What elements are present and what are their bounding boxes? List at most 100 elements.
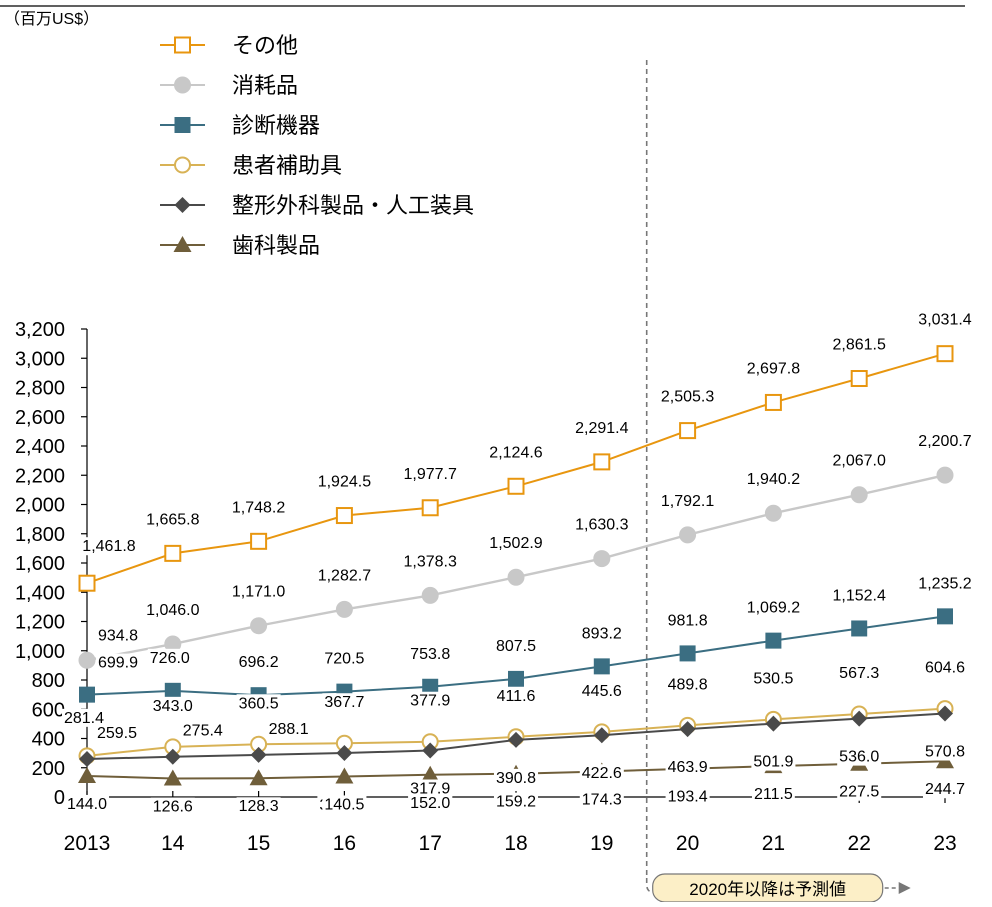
legend-label: 整形外科製品・人工装具	[232, 193, 474, 218]
data-point	[79, 686, 95, 703]
data-label-bg	[315, 472, 374, 491]
data-label-bg	[751, 669, 796, 688]
legend-item-0: その他	[160, 33, 298, 58]
data-point	[507, 568, 525, 586]
y-tick-label: 1,000	[15, 641, 65, 663]
data-label: 934.8	[98, 627, 138, 644]
x-tick-label: 2013	[64, 832, 111, 855]
data-label: 377.9	[410, 693, 450, 710]
data-point	[78, 574, 96, 592]
data-label: 259.5	[97, 725, 137, 742]
data-label-bg	[150, 696, 195, 715]
data-label-bg	[579, 790, 624, 809]
data-label: 501.9	[753, 754, 793, 771]
x-tick-label: 16	[333, 832, 356, 855]
data-label-bg	[322, 649, 367, 668]
data-label-bg	[408, 644, 453, 663]
data-label-bg	[665, 758, 710, 777]
data-label-bg	[487, 443, 545, 462]
data-label: 422.6	[582, 765, 622, 782]
data-label: 981.8	[668, 612, 708, 629]
data-label-bg	[744, 470, 803, 489]
data-point	[850, 486, 868, 504]
data-label: 126.6	[153, 798, 193, 815]
data-label-bg	[837, 664, 882, 683]
data-label-bg	[236, 694, 281, 713]
x-tick-label: 17	[419, 832, 442, 855]
data-label-bg	[493, 636, 539, 655]
data-label: 1,630.3	[575, 517, 628, 534]
data-label-bg	[922, 780, 968, 799]
data-label-bg	[573, 418, 631, 437]
legend-marker-icon	[174, 76, 191, 94]
forecast-callout-text: 2020年以降は予測値	[689, 880, 846, 899]
data-label: 1,152.4	[833, 587, 886, 604]
data-label-bg	[658, 491, 717, 510]
data-label: 128.3	[239, 798, 279, 815]
data-label-bg	[579, 681, 624, 700]
data-label-bg	[837, 782, 882, 801]
data-label: 463.9	[668, 759, 708, 776]
data-label: 288.1	[269, 721, 309, 738]
data-point	[593, 658, 610, 675]
y-tick-label: 1,200	[15, 612, 65, 634]
data-label: 1,792.1	[661, 493, 714, 510]
data-point	[593, 727, 610, 744]
y-tick-label: 2,000	[15, 495, 65, 517]
data-label-bg	[922, 658, 968, 677]
data-point	[508, 670, 524, 687]
data-label: 696.2	[239, 654, 279, 671]
forecast-region: 2020年以降は予測値	[645, 60, 911, 903]
data-label: 281.4	[64, 710, 104, 727]
data-label: 1,940.2	[747, 471, 800, 488]
legend-label: その他	[232, 33, 298, 58]
data-label: 2,697.8	[747, 360, 800, 377]
data-label-bg	[144, 601, 202, 620]
series-0	[78, 345, 954, 592]
y-tick-label: 1,400	[15, 582, 65, 604]
data-label: 1,748.2	[232, 499, 285, 516]
data-point	[851, 710, 868, 727]
data-point	[765, 632, 782, 649]
data-point	[508, 731, 524, 748]
data-point	[764, 504, 782, 522]
data-label: 244.7	[925, 781, 965, 798]
y-tick-label: 200	[32, 758, 65, 780]
data-point	[163, 769, 182, 786]
data-label: 159.2	[496, 794, 536, 811]
data-label-bg	[837, 747, 882, 766]
series-1	[78, 466, 954, 669]
x-tick-label: 21	[762, 832, 785, 855]
data-label-bg	[579, 764, 624, 783]
forecast-divider-corner	[645, 878, 653, 893]
data-label: 1,461.8	[82, 538, 135, 555]
data-label-bg	[665, 787, 710, 806]
y-tick-label: 0	[54, 787, 65, 809]
data-label: 445.6	[582, 683, 622, 700]
data-point	[593, 550, 611, 568]
data-label-bg	[150, 797, 195, 816]
data-label-bg	[401, 464, 459, 483]
y-tick-label: 2,800	[15, 378, 65, 400]
data-label-bg	[322, 693, 367, 712]
legend-marker-icon	[174, 36, 191, 54]
y-tick-label: 800	[32, 670, 65, 692]
data-label: 227.5	[839, 784, 879, 801]
data-label-bg	[144, 510, 202, 529]
x-tick-label: 19	[590, 832, 613, 855]
data-label: 2,200.7	[918, 433, 971, 450]
series-layer	[78, 345, 954, 786]
data-label: 604.6	[925, 660, 965, 677]
legend-marker-icon	[174, 156, 191, 174]
legend-marker-icon	[173, 236, 192, 252]
data-label: 1,046.0	[146, 602, 199, 619]
data-label-bg	[236, 797, 281, 816]
data-label: 411.6	[497, 688, 536, 705]
y-tick-label: 3,200	[15, 319, 65, 341]
legend-label: 患者補助具	[232, 153, 342, 178]
data-label-bg	[236, 653, 281, 672]
x-tick-label: 22	[848, 832, 871, 855]
y-tick-label: 400	[32, 729, 65, 751]
